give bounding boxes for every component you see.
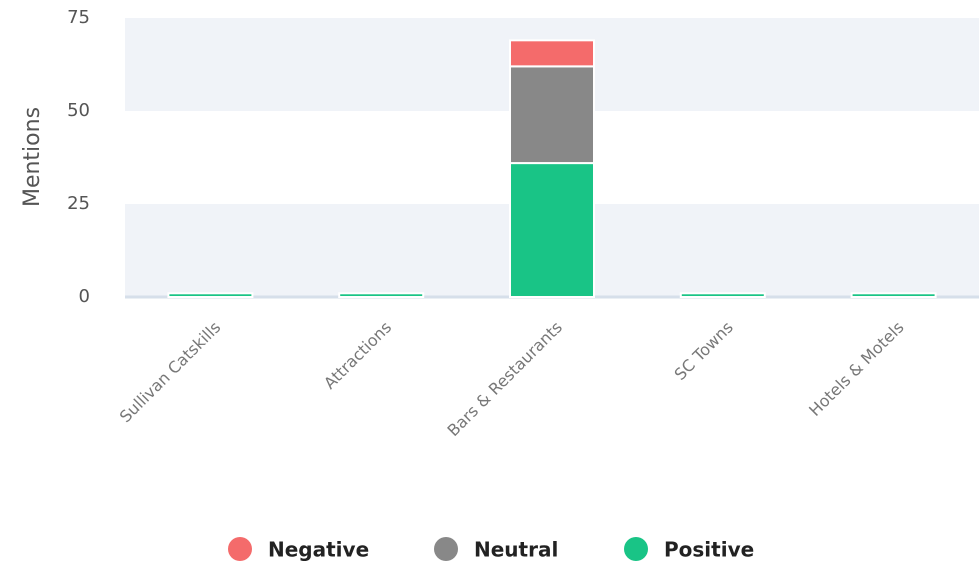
y-tick-label: 0 [79,286,90,307]
bar-segment [167,292,254,298]
legend-marker[interactable] [624,537,648,561]
legend-marker[interactable] [228,537,252,561]
bar-segment [850,292,937,298]
bar-segment [509,39,595,68]
y-tick-label: 75 [67,7,90,28]
x-tick-label: Sullivan Catskills [116,318,225,427]
x-tick-label: Hotels & Motels [805,318,907,420]
legend-label[interactable]: Positive [664,538,754,562]
x-tick-label: Attractions [320,318,395,393]
legend-label[interactable]: Negative [268,538,369,562]
y-axis-title: Mentions [20,107,45,207]
legend-marker[interactable] [434,537,458,561]
bar-segment [509,65,595,165]
y-tick-label: 25 [67,193,90,214]
bar-segment [679,292,766,298]
bar-segment [509,162,595,298]
y-tick-label: 50 [67,100,90,121]
x-tick-label: Bars & Restaurants [443,318,566,441]
legend-label[interactable]: Neutral [474,538,558,562]
x-tick-label: SC Towns [670,318,736,384]
bar-segment [338,292,425,298]
